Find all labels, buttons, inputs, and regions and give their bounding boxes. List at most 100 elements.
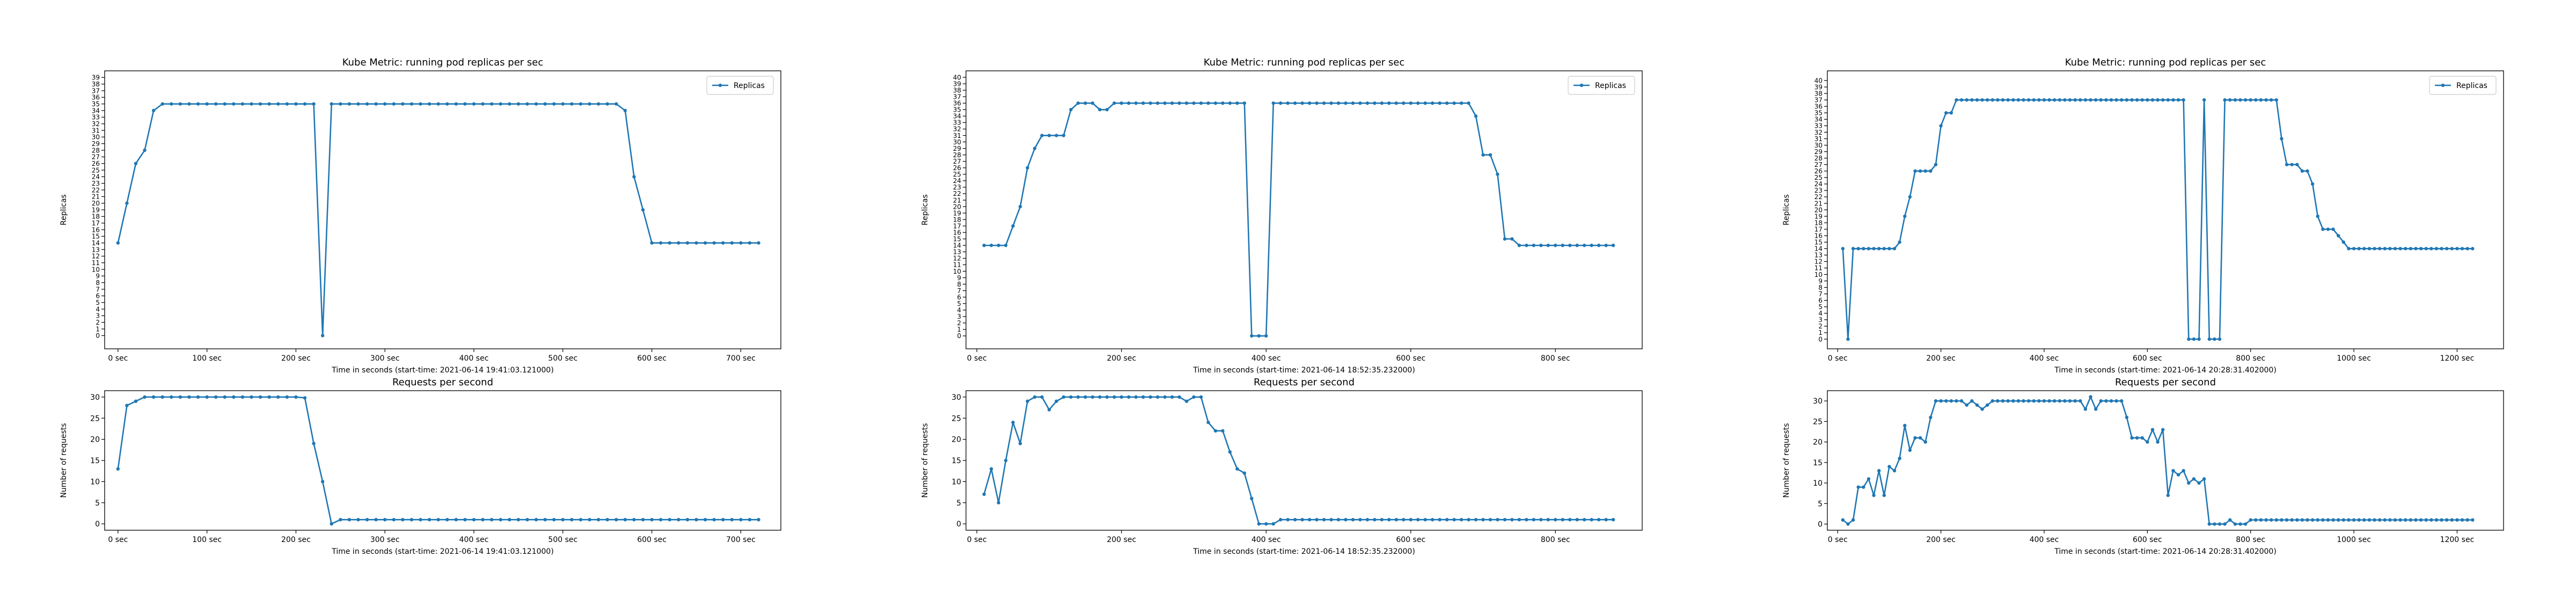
data-point — [1923, 440, 1927, 444]
data-point — [1846, 337, 1850, 341]
data-point — [508, 102, 511, 106]
data-point — [2223, 522, 2227, 526]
data-point — [1438, 518, 1441, 522]
data-point — [383, 518, 387, 522]
data-point — [276, 102, 280, 106]
data-point — [1939, 399, 1943, 403]
data-point — [2079, 399, 2082, 403]
data-point — [1525, 518, 1528, 522]
data-point — [1040, 395, 1044, 399]
data-point — [1091, 395, 1095, 399]
data-point — [1163, 101, 1167, 105]
y-tick-label: 10 — [92, 266, 100, 273]
y-tick-label: 30 — [953, 138, 961, 146]
data-point — [2026, 399, 2031, 403]
series-line — [117, 103, 759, 336]
y-tick-label: 25 — [92, 166, 100, 174]
y-tick-label: 13 — [92, 246, 100, 253]
data-point — [2440, 247, 2443, 251]
data-point — [1913, 436, 1917, 440]
data-point — [2362, 518, 2366, 522]
data-point — [1192, 101, 1196, 105]
y-tick-label: 33 — [1814, 122, 1823, 130]
y-tick-label: 0 — [957, 332, 961, 340]
data-point — [2171, 98, 2175, 102]
data-point — [632, 175, 636, 179]
legend-label: Replicas — [2456, 82, 2487, 90]
data-point — [2104, 399, 2108, 403]
data-point — [276, 395, 280, 399]
x-tick-label: 200 sec — [1926, 536, 1956, 544]
data-point — [320, 334, 325, 338]
y-tick-label: 28 — [953, 151, 961, 159]
data-point — [2362, 247, 2366, 251]
data-point — [1221, 101, 1225, 105]
y-tick-label: 10 — [952, 478, 961, 486]
y-tick-label: 18 — [92, 213, 100, 221]
data-point — [721, 518, 725, 522]
x-tick-label: 600 sec — [637, 354, 667, 363]
y-tick-label: 35 — [953, 106, 961, 114]
data-point — [1604, 518, 1608, 522]
data-point — [2011, 399, 2015, 403]
data-point — [997, 501, 1000, 504]
data-point — [1134, 395, 1138, 399]
data-point — [1257, 522, 1261, 526]
data-point — [1365, 518, 1370, 522]
data-point — [516, 518, 521, 522]
chart-panel-4: Requests per second 0 sec 200 sec 400 sec 60… — [921, 377, 1643, 556]
data-point — [445, 518, 449, 522]
y-tick-label: 7 — [96, 285, 100, 293]
y-tick-label: 20 — [953, 203, 961, 210]
data-point — [641, 518, 645, 522]
data-point — [2274, 98, 2278, 102]
data-point — [2367, 247, 2372, 251]
y-axis-label: Replicas — [921, 194, 930, 225]
data-point — [534, 102, 538, 106]
data-point — [2006, 399, 2010, 403]
data-point — [2146, 98, 2149, 102]
data-point — [1568, 244, 1572, 247]
data-point — [1358, 101, 1362, 105]
y-tick-label: 8 — [1818, 284, 1823, 291]
chart-title: Kube Metric: running pod replicas per se… — [2065, 57, 2266, 68]
y-tick-label: 19 — [953, 209, 961, 217]
y-tick-label: 28 — [92, 147, 100, 154]
y-tick-label: 14 — [1814, 245, 1823, 253]
data-point — [1300, 101, 1304, 105]
data-point — [2218, 337, 2222, 341]
y-tick-label: 2 — [1818, 323, 1823, 330]
data-point — [1329, 518, 1333, 522]
data-point — [982, 492, 986, 496]
y-tick-label: 35 — [1814, 109, 1823, 117]
data-point — [1315, 101, 1319, 105]
data-point — [374, 102, 378, 106]
data-point — [2130, 436, 2134, 440]
data-point — [1148, 101, 1152, 105]
data-point — [1365, 101, 1370, 105]
x-tick-label: 800 sec — [2236, 536, 2265, 544]
data-point — [2326, 227, 2330, 231]
data-point — [2047, 399, 2051, 403]
data-point — [2140, 436, 2144, 440]
data-point — [258, 102, 262, 106]
data-point — [285, 395, 289, 399]
data-point — [1503, 518, 1507, 522]
data-point — [1163, 395, 1167, 399]
data-point — [267, 395, 271, 399]
data-point — [570, 518, 574, 522]
data-point — [2445, 247, 2449, 251]
data-point — [1004, 458, 1008, 463]
data-point — [2373, 518, 2376, 522]
data-point — [2202, 98, 2206, 102]
data-point — [1539, 244, 1543, 247]
data-point — [2460, 247, 2464, 251]
x-tick-label: 500 sec — [548, 536, 577, 544]
data-point — [1887, 247, 1891, 251]
data-point — [2331, 227, 2335, 231]
data-point — [757, 518, 760, 522]
data-point — [2187, 337, 2191, 341]
y-tick-label: 5 — [1818, 500, 1823, 508]
data-point — [2001, 98, 2005, 102]
data-point — [2114, 98, 2118, 102]
